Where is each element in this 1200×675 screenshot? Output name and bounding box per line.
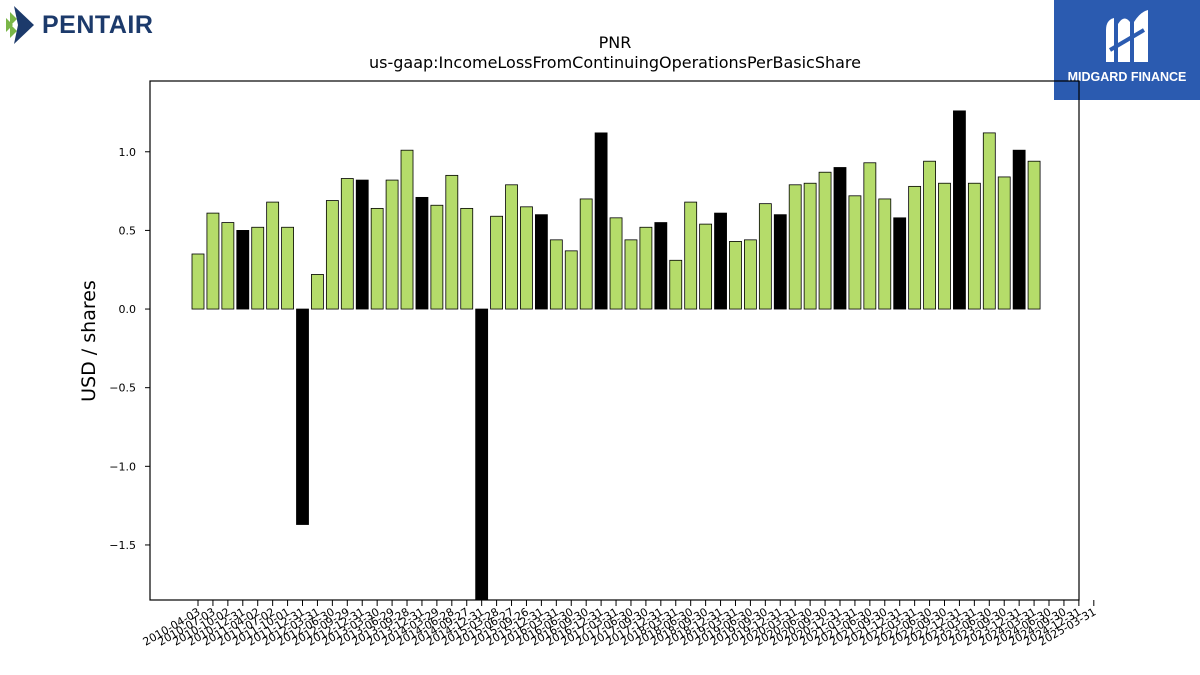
bar-2010-04-03 — [191, 253, 205, 310]
y-axis-label: USD / shares — [78, 280, 100, 402]
bar-2022-12-31 — [953, 110, 966, 310]
bar-2011-12-31 — [296, 308, 309, 525]
y-tick-label: −0.5 — [109, 382, 136, 395]
bar-2010-12-31 — [236, 230, 250, 310]
bar-2021-03-31 — [848, 195, 862, 310]
bar-2011-07-02 — [266, 201, 280, 310]
bar-2020-06-30 — [803, 182, 817, 310]
midgard-m-icon — [1106, 10, 1148, 63]
y-tick-label: −1.0 — [109, 460, 136, 473]
bar-2019-09-30 — [758, 203, 772, 310]
ticks-layer: −1.5−1.0−0.50.00.51.02010-04-032010-07-0… — [109, 146, 1098, 649]
bar-2014-12-31 — [475, 308, 489, 601]
bar-2012-06-30 — [325, 200, 339, 310]
pentair-logo-text: PENTAIR — [42, 11, 154, 39]
bar-2014-03-29 — [430, 204, 444, 310]
y-tick-label: 0.5 — [119, 224, 137, 237]
bar-2020-03-31 — [788, 184, 802, 310]
bar-2013-06-29 — [385, 179, 399, 310]
bar-2013-09-28 — [400, 149, 414, 310]
bar-2021-12-31 — [893, 217, 907, 310]
bars-layer — [191, 110, 1041, 601]
y-tick-label: 0.0 — [119, 303, 137, 316]
y-tick-label: −1.5 — [109, 539, 136, 552]
bar-2015-09-26 — [520, 206, 533, 310]
bar-2023-06-30 — [982, 132, 996, 310]
bar-2019-12-31 — [773, 214, 787, 310]
bar-2012-12-31 — [355, 179, 369, 310]
y-tick-label: 1.0 — [119, 146, 137, 159]
bar-2018-06-30 — [684, 201, 698, 310]
pentair-arrow-icon — [6, 6, 34, 44]
bar-2015-12-31 — [534, 214, 548, 310]
bar-2010-10-02 — [221, 222, 235, 310]
bar-2013-03-30 — [370, 207, 384, 310]
bar-2016-09-30 — [579, 198, 593, 310]
plot-frame — [149, 80, 1080, 601]
chart-subtitle: us-gaap:IncomeLossFromContinuingOperatio… — [369, 53, 861, 72]
bar-2011-04-02 — [251, 226, 265, 310]
bar-2012-03-31 — [311, 274, 324, 310]
bar-2023-03-31 — [967, 182, 981, 310]
bar-2014-09-27 — [460, 207, 474, 310]
midgard-finance-logo: MIDGARD FINANCE — [1054, 0, 1200, 100]
bar-2023-12-31 — [1012, 149, 1026, 310]
bar-2017-12-31 — [654, 222, 668, 310]
bar-2017-06-30 — [624, 239, 638, 310]
bar-2012-09-29 — [340, 178, 354, 310]
bar-2017-09-30 — [639, 226, 653, 310]
bar-2017-03-31 — [609, 217, 623, 310]
bar-2022-09-30 — [938, 182, 951, 310]
bar-2024-03-31 — [1027, 160, 1041, 310]
bar-2016-12-31 — [594, 132, 608, 310]
bar-2021-09-30 — [878, 198, 892, 310]
bar-2022-06-30 — [923, 160, 936, 310]
bar-2010-07-03 — [206, 212, 220, 310]
bar-2015-03-28 — [490, 215, 504, 310]
bar-2014-06-28 — [445, 174, 459, 310]
bar-2013-12-31 — [415, 196, 429, 310]
pentair-logo: PENTAIR — [4, 4, 174, 46]
bar-2019-06-30 — [744, 239, 757, 310]
bar-2023-09-30 — [997, 176, 1011, 310]
bar-2018-09-30 — [699, 223, 713, 310]
bar-2020-09-30 — [818, 171, 832, 310]
chart-title: PNR — [599, 33, 632, 52]
midgard-logo-text: MIDGARD FINANCE — [1067, 70, 1187, 84]
bar-2015-06-27 — [505, 184, 518, 310]
bar-2021-06-30 — [863, 162, 877, 310]
bar-2019-03-31 — [729, 241, 742, 310]
bar-2011-10-01 — [281, 226, 294, 310]
bar-2022-03-31 — [908, 185, 922, 310]
bar-2016-06-30 — [564, 250, 578, 310]
bar-2018-12-31 — [714, 212, 727, 310]
bar-2016-03-31 — [549, 239, 563, 310]
bar-2018-03-31 — [669, 259, 683, 310]
bar-2020-12-31 — [833, 167, 847, 310]
